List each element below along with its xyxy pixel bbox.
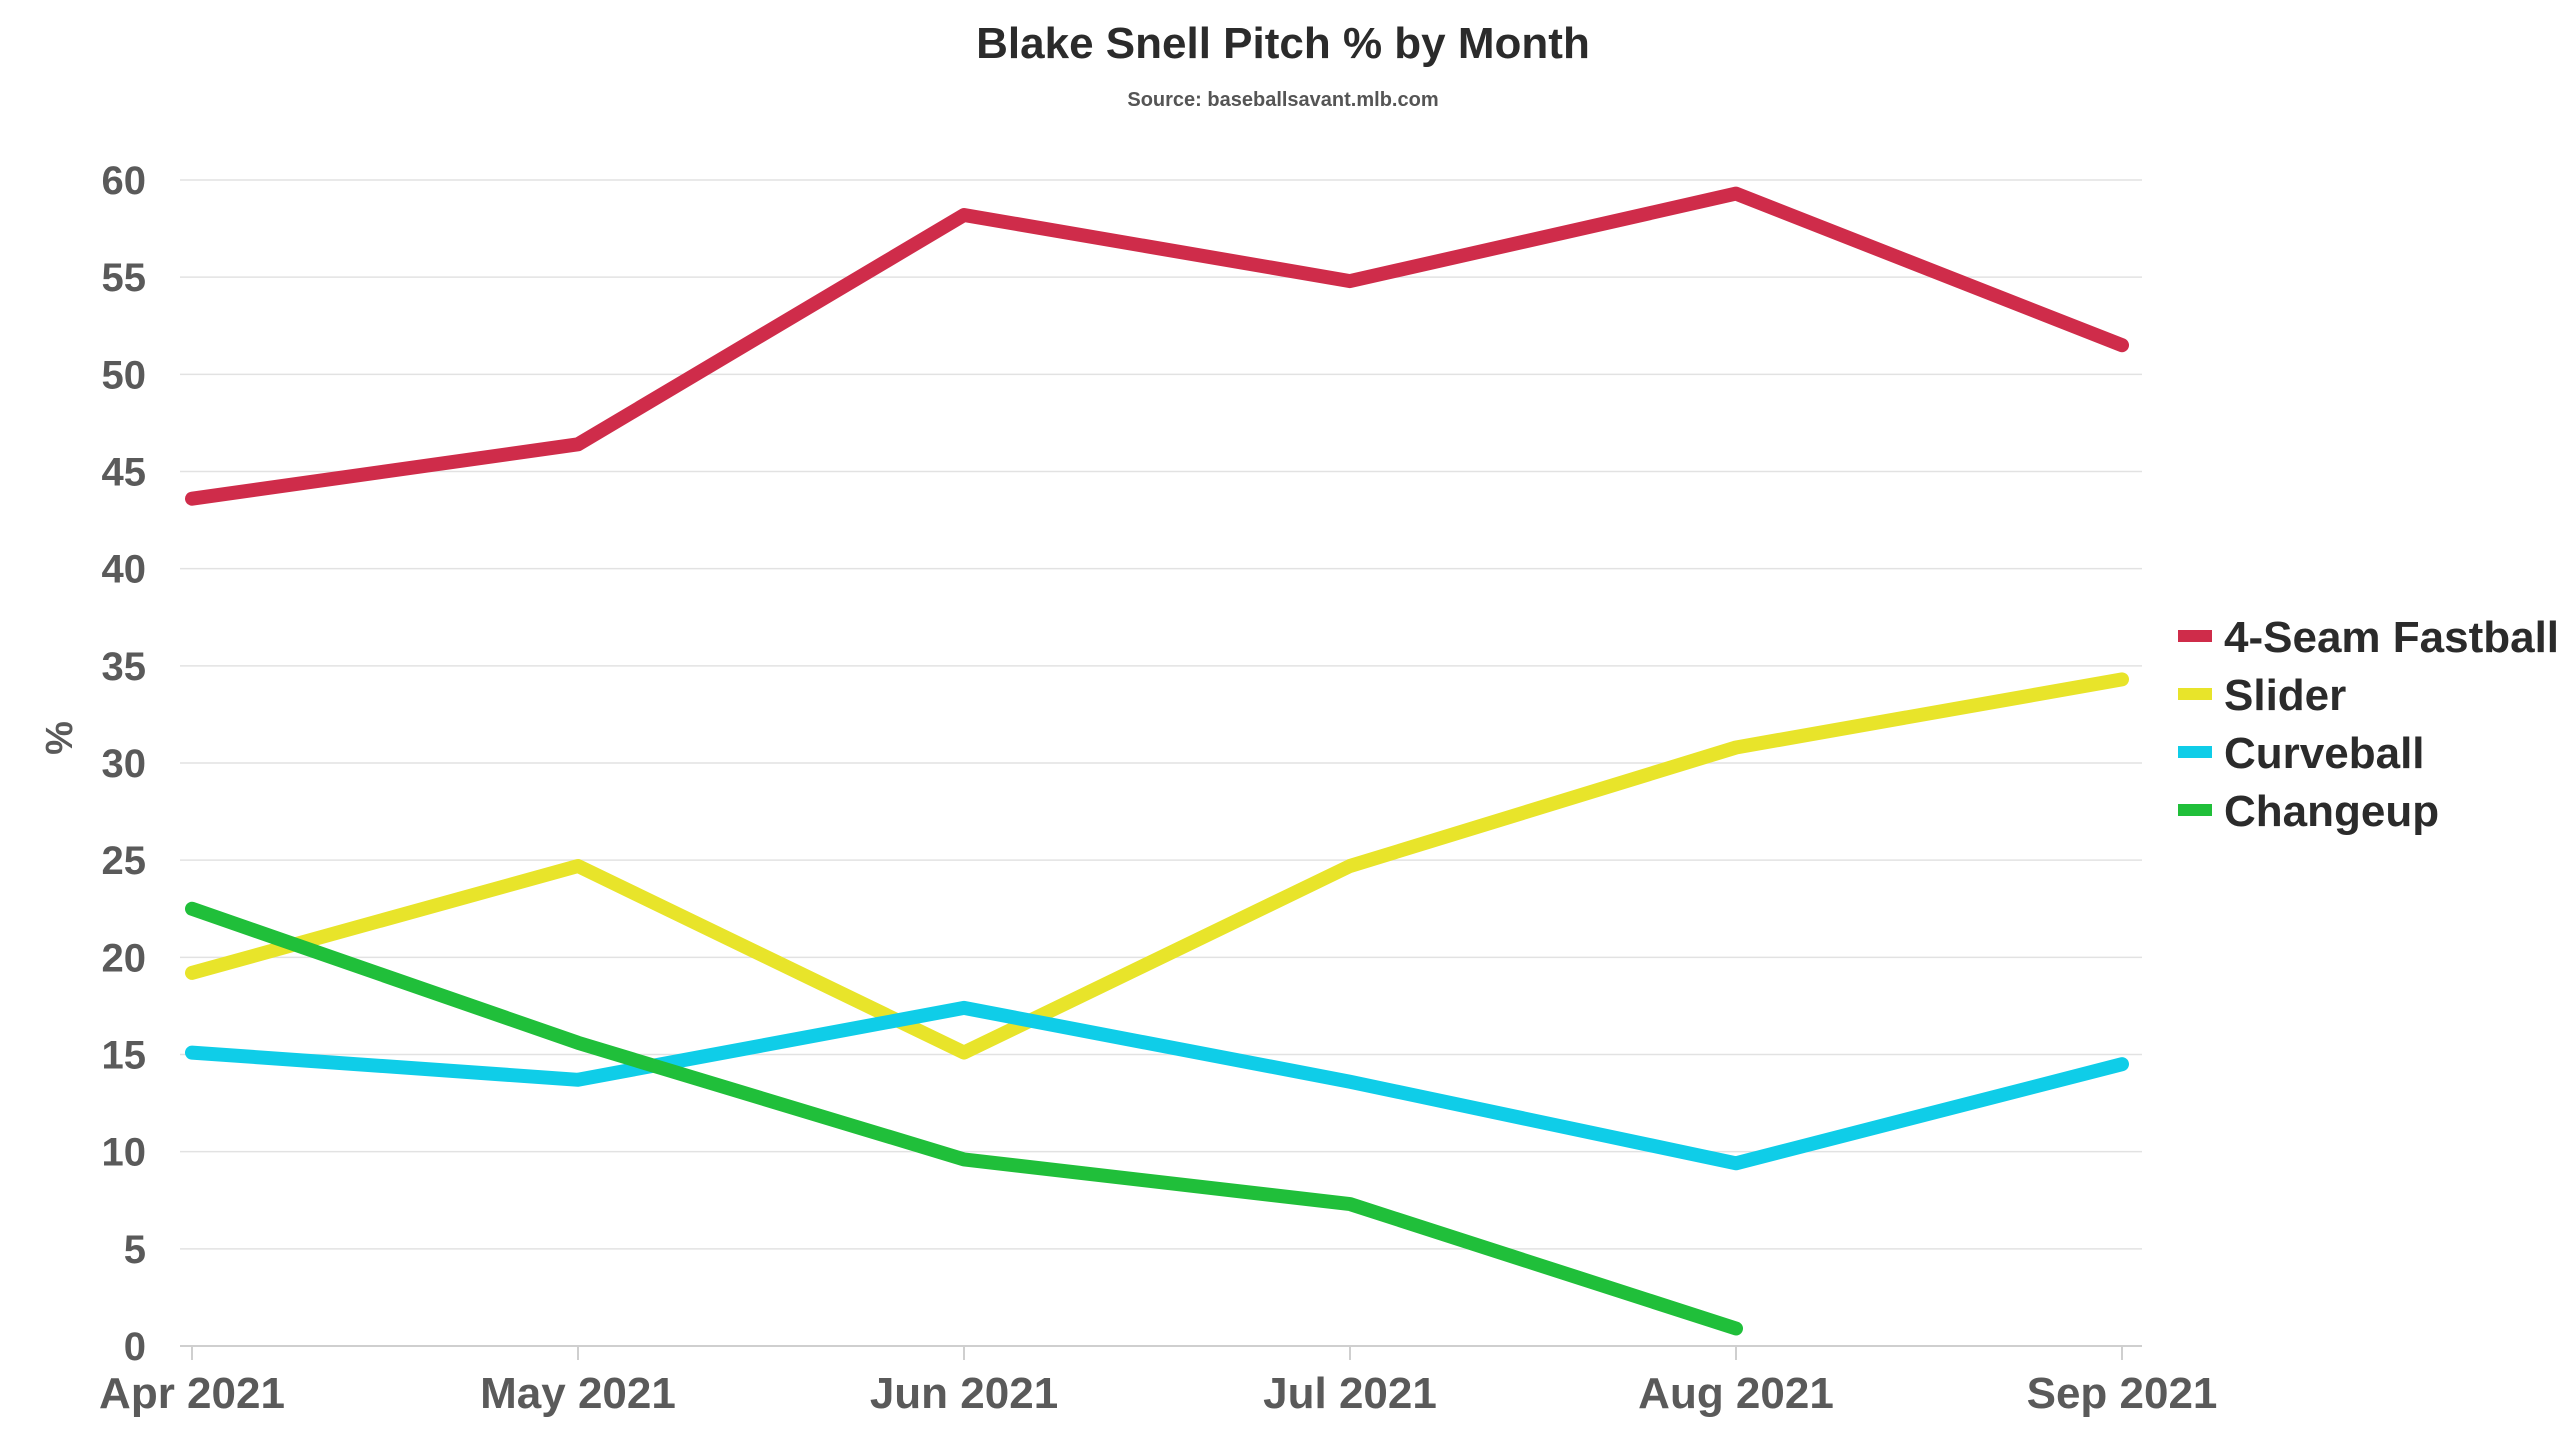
x-tick-label: Sep 2021 [2027,1369,2218,1418]
chart-subtitle: Source: baseballsavant.mlb.com [1127,89,1438,111]
y-tick-label: 25 [102,839,147,883]
y-tick-label: 60 [102,159,147,203]
y-tick-label: 30 [102,742,147,786]
y-tick-label: 45 [102,451,147,495]
legend-item-slider[interactable]: Slider [2178,671,2346,720]
y-tick-label: 0 [124,1325,146,1369]
legend-item-curveball[interactable]: Curveball [2178,729,2425,778]
y-tick-label: 5 [124,1228,146,1272]
x-tick-label: Aug 2021 [1638,1369,1834,1418]
x-tick-label: Jun 2021 [870,1369,1058,1418]
x-tick-label: Jul 2021 [1263,1369,1437,1418]
axes: 0 5 10 15 20 25 30 35 40 45 50 55 60 Apr 2021 May 2021… [99,159,2217,1418]
legend-label: Slider [2224,671,2346,720]
legend-swatch [2178,746,2212,758]
y-tick-label: 35 [102,645,147,689]
x-tick-label: Apr 2021 [99,1369,285,1418]
series-line-curveball [185,1000,2129,1171]
legend-label: Curveball [2224,729,2425,778]
chart-title: Blake Snell Pitch % by Month [976,19,1590,68]
legend-swatch [2178,630,2212,642]
series-line-4-seam-fastball [185,186,2129,506]
y-tick-label: 40 [102,548,147,592]
legend-label: 4-Seam Fastball [2224,613,2559,662]
y-tick-label: 10 [102,1131,147,1175]
legend-swatch [2178,804,2212,816]
y-tick-label: 20 [102,936,147,980]
legend-swatch [2178,688,2212,700]
legend-label: Changeup [2224,787,2439,836]
series-line-slider [185,672,2129,1060]
y-tick-label: 55 [102,256,147,300]
y-axis-title: % [39,721,81,755]
series-lines [185,186,2129,1336]
legend-item-4-seam-fastball[interactable]: 4-Seam Fastball [2178,613,2559,662]
x-tick-label: May 2021 [480,1369,676,1418]
y-tick-label: 50 [102,353,147,397]
legend[interactable]: 4-Seam Fastball Slider Curveball Changeup [2178,613,2559,836]
gridlines [180,179,2142,1250]
y-tick-label: 15 [102,1034,147,1078]
legend-item-changeup[interactable]: Changeup [2178,787,2439,836]
series-line-changeup [185,901,1743,1336]
